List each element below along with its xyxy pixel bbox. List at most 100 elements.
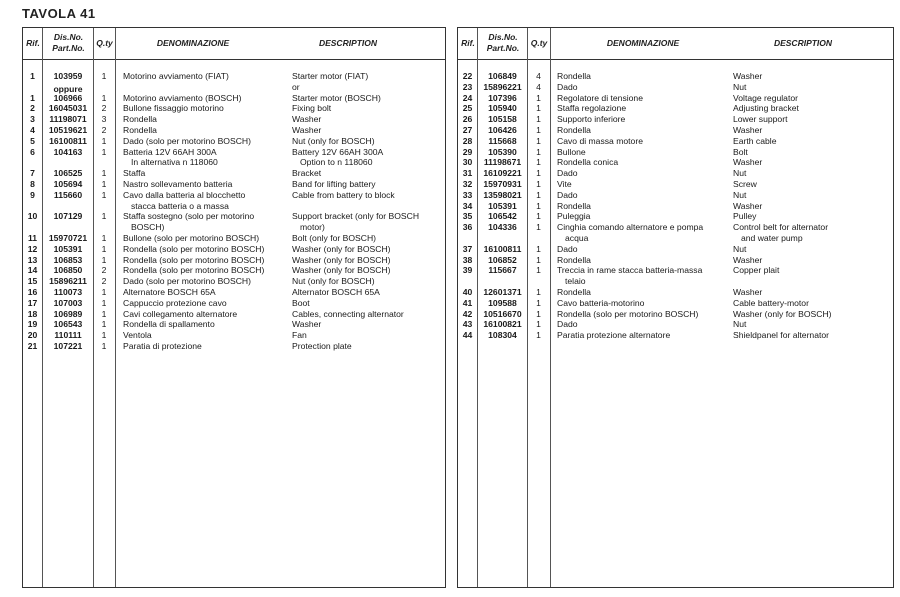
ref-number: 24: [462, 92, 473, 103]
denominazione: Rondella: [557, 286, 591, 297]
denominazione: Rondella (solo per motorino BOSCH): [123, 254, 265, 265]
part-number: 12601371: [483, 286, 522, 297]
denominazione: Rondella: [557, 124, 591, 135]
description: Bolt: [733, 146, 748, 157]
ref-number: 41: [462, 297, 473, 308]
table-row: 7 106525 1 Staffa Bracket: [23, 168, 445, 179]
part-number: 106853: [53, 254, 83, 265]
quantity: 1: [536, 200, 541, 211]
header-part-no-2: Part.No.: [52, 43, 85, 53]
ref-number: 34: [462, 200, 473, 211]
description: Washer: [733, 124, 763, 135]
description: or: [292, 81, 300, 92]
part-number: 110073: [53, 286, 83, 297]
quantity: 1: [536, 308, 541, 319]
parts-table-right: Rif. Dis.No. Part.No. Q.ty DENOMINAZIONE…: [457, 27, 894, 588]
ref-number: 31: [462, 168, 473, 179]
description: Nut (only for BOSCH): [292, 276, 375, 287]
denominazione: Rondella: [557, 71, 591, 81]
denominazione: Bullone (solo per motorino BOSCH): [123, 232, 260, 243]
ref-number: 2: [30, 103, 35, 114]
table-row: 32 15970931 1 Vite Screw: [458, 179, 893, 190]
header-qty: Q.ty: [96, 38, 113, 48]
denominazione: Rondella: [123, 124, 157, 135]
quantity: 1: [536, 114, 541, 125]
ref-number: 25: [462, 103, 473, 114]
description: Protection plate: [292, 340, 352, 351]
part-number: 15896221: [483, 81, 522, 92]
table-row: 12 105391 1 Rondella (solo per motorino BOS…: [23, 244, 445, 255]
ref-number: 17: [27, 297, 38, 308]
part-number: 106850: [53, 265, 83, 276]
part-number: 10519621: [48, 124, 88, 135]
table-row: 23 15896221 4 Dado Nut: [458, 82, 893, 93]
quantity: 1: [536, 222, 541, 233]
denominazione: Puleggia: [557, 211, 591, 222]
description-continued: and water pump: [741, 232, 803, 243]
description: Bracket: [292, 168, 322, 179]
part-number: 16045031: [48, 103, 88, 114]
quantity: 1: [101, 286, 107, 297]
description: Boot: [292, 297, 310, 308]
part-number: 109588: [488, 297, 517, 308]
table-row: 25 105940 1 Staffa regolazione Adjusting bra…: [458, 103, 893, 114]
description: Starter motor (BOSCH): [292, 92, 381, 103]
denominazione: Rondella: [557, 200, 591, 211]
table-row: 9 115660 1 Cavo dalla batteria al blocchett…: [23, 190, 445, 212]
table-row: 20 110111 1 Ventola Fan: [23, 330, 445, 341]
ref-number: 40: [462, 286, 473, 297]
table-row: 11 15970721 1 Bullone (solo per motorino BO…: [23, 233, 445, 244]
description: Voltage regulator: [733, 92, 798, 103]
table-row: 41 109588 1 Cavo batteria-motorino Cable bat…: [458, 298, 893, 309]
description: Washer: [733, 157, 763, 168]
quantity: 1: [101, 135, 107, 146]
header-rif: Rif.: [26, 38, 40, 48]
ref-number: 33: [462, 189, 473, 200]
denominazione: Ventola: [123, 330, 152, 341]
description: Copper plait: [733, 265, 780, 276]
quantity: 1: [536, 330, 541, 341]
denominazione: Rondella: [557, 254, 591, 265]
ref-number: 12: [27, 243, 38, 254]
parts-table-left: Rif. Dis.No. Part.No. Q.ty DENOMINAZIONE…: [22, 27, 446, 588]
table-row: 44 108304 1 Paratia protezione alternatore S…: [458, 330, 893, 341]
header-denominazione: DENOMINAZIONE: [606, 38, 680, 48]
table-header: Rif. Dis.No. Part.No. Q.ty DENOMINAZIONE…: [458, 28, 893, 60]
denominazione: Dado: [557, 319, 578, 330]
part-number: 15970721: [48, 232, 88, 243]
description: Lower support: [733, 114, 788, 125]
table-row: 18 106989 1 Cavi collegamento alternatore Ca…: [23, 309, 445, 320]
denominazione: Cappuccio protezione cavo: [123, 297, 227, 308]
ref-number: 1: [30, 92, 35, 103]
table-row: 42 10516670 1 Rondella (solo per motorino B…: [458, 309, 893, 320]
description: Support bracket (only for BOSCH: [292, 211, 420, 222]
part-number: 16100821: [483, 319, 522, 330]
quantity: 1: [101, 189, 107, 200]
quantity: 1: [536, 243, 541, 254]
quantity: 4: [536, 71, 541, 81]
table-row: 31 16109221 1 Dado Nut: [458, 168, 893, 179]
ref-number: 15: [27, 276, 38, 287]
ref-number: 20: [27, 330, 38, 341]
description: Washer (only for BOSCH): [733, 308, 832, 319]
ref-number: 26: [462, 114, 473, 125]
part-number: 13598021: [483, 189, 522, 200]
rows-left: 1 103959 1 Motorino avviamento (FIAT) Starte…: [23, 71, 445, 352]
ref-number: 14: [27, 265, 38, 276]
quantity: 1: [536, 103, 541, 114]
ref-number: 8: [30, 178, 35, 189]
quantity: 1: [101, 330, 107, 341]
column-divider: [42, 28, 43, 587]
part-number: 107221: [53, 340, 83, 351]
part-number: 110111: [54, 330, 82, 341]
quantity: 1: [536, 319, 541, 330]
table-row: 10 107129 1 Staffa sostegno (solo per motor…: [23, 211, 445, 233]
table-row: 39 115667 1 Treccia in rame stacca batteria…: [458, 265, 893, 287]
table-row: 38 106852 1 Rondella Washer: [458, 255, 893, 266]
quantity: 2: [101, 265, 107, 276]
description: Washer: [733, 286, 763, 297]
denominazione: Dado (solo per motorino BOSCH): [123, 135, 251, 146]
part-number: 106849: [488, 71, 517, 81]
part-number: 107003: [53, 297, 83, 308]
ref-number: 28: [462, 135, 473, 146]
